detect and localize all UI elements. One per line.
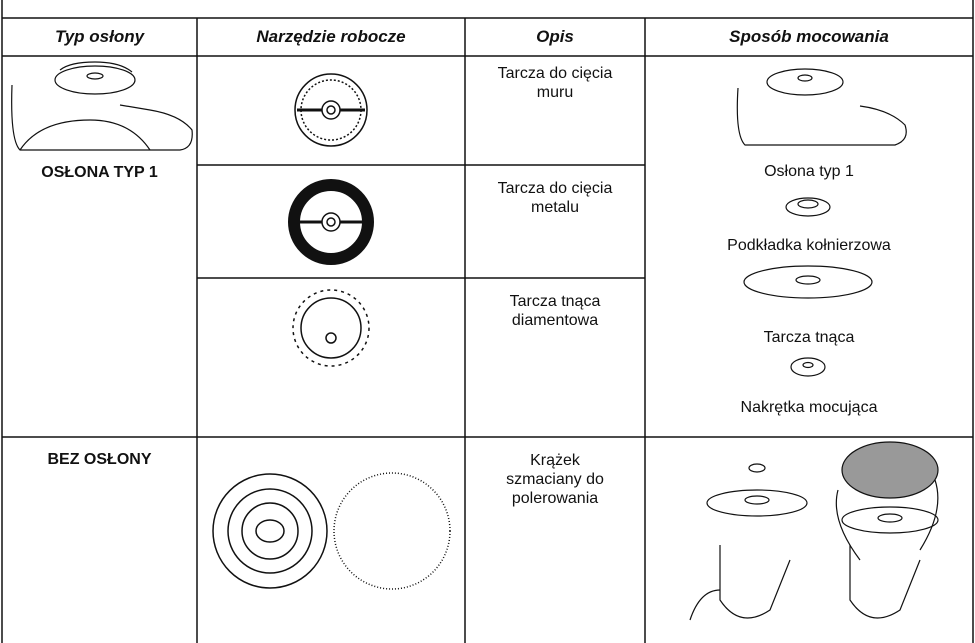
guard-image <box>11 61 193 151</box>
guard-type: OSŁONA TYP 1 <box>41 164 158 181</box>
mounting-label: Tarcza tnąca <box>763 329 855 346</box>
guard-type: BEZ OSŁONY <box>47 451 152 468</box>
mounting-label: Podkładka kołnierzowa <box>727 237 891 254</box>
mounting-images <box>689 68 939 621</box>
header-cell: Sposób mocowania <box>729 27 889 46</box>
header-cell: Opis <box>536 27 574 46</box>
tool-description: Tarcza do cięcia metalu <box>497 180 613 216</box>
mounting-label: Osłona typ 1 <box>764 163 854 180</box>
tool-description: Tarcza tnąca diamentowa <box>509 293 601 329</box>
header-cell: Typ osłony <box>54 27 145 46</box>
header-cell: Narzędzie robocze <box>256 27 406 46</box>
tool-description: Krążek szmaciany do polerowania <box>506 452 604 507</box>
tool-description: Tarcza do cięcia muru <box>497 65 613 101</box>
mounting-label: Nakrętka mocująca <box>740 399 878 416</box>
tool-disc-images <box>212 73 451 590</box>
